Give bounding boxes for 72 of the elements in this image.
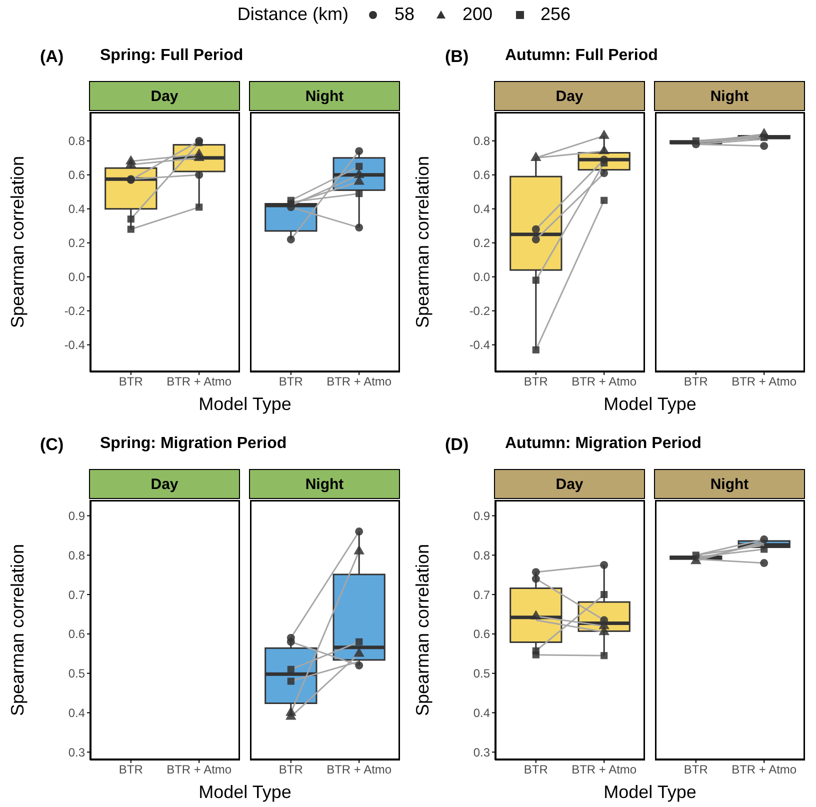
legend-label: 200 [462, 4, 493, 25]
y-axis-title: Spearman correlation [412, 156, 434, 328]
chart-subtitle: Night [249, 469, 400, 499]
chart-subtitle: Day [494, 81, 645, 111]
y-tick-label: 0.2 [68, 236, 86, 250]
y-tick-label: 0.8 [473, 134, 490, 148]
x-tick-label: BTR [118, 762, 144, 777]
chart-subtitle: Night [249, 81, 400, 111]
x-tick-label: BTR + Atmo [732, 374, 797, 389]
x-axis-title: Model Type [602, 394, 698, 415]
y-tick-label: 0.9 [473, 509, 490, 524]
x-tick-label: BTR [118, 374, 144, 389]
chart-title: Spring: Full Period [100, 47, 244, 65]
legend-label: 256 [540, 4, 571, 25]
chart-title: Autumn: Migration Period [505, 435, 702, 453]
y-tick-label: 0.4 [68, 202, 86, 216]
y-tick-label: 0.4 [68, 706, 86, 720]
chart-subtitle: Night [654, 81, 805, 111]
y-axis-title: Spearman correlation [8, 156, 28, 328]
text: (D) [445, 435, 469, 455]
y-tick-label: 0.8 [473, 548, 490, 562]
y-axis-title: Spearman correlation [8, 544, 28, 716]
x-tick-label: BTR [278, 762, 304, 777]
chart-subtitle: Night [654, 469, 805, 499]
x-tick-label: BTR [684, 374, 708, 389]
y-tick-label: 0.3 [68, 745, 86, 760]
x-tick-label: BTR [684, 762, 708, 777]
x-tick-label: BTR [278, 374, 304, 389]
y-tick-label: -0.4 [64, 338, 86, 352]
y-tick-label: -0.2 [64, 304, 86, 318]
chart-subtitle: Day [494, 469, 645, 499]
y-tick-label: 0.8 [68, 548, 86, 562]
x-tick-label: BTR + Atmo [166, 762, 232, 777]
x-tick-label: BTR + Atmo [572, 762, 637, 777]
y-tick-label: 0.4 [473, 202, 490, 216]
chart-subtitle: Day [89, 81, 240, 111]
x-tick-label: BTR + Atmo [732, 762, 797, 777]
y-tick-label: 0.0 [473, 270, 490, 284]
x-axis-title: Model Type [198, 394, 292, 415]
y-tick-label: 0.4 [473, 706, 490, 720]
y-tick-label: 0.9 [68, 509, 86, 524]
x-tick-label: BTR [524, 762, 548, 777]
x-axis-title: Model Type [198, 782, 292, 803]
y-tick-label: 0.3 [473, 745, 490, 760]
text: (C) [40, 435, 64, 455]
x-tick-label: BTR + Atmo [326, 762, 392, 777]
y-tick-label: 0.6 [473, 168, 490, 182]
y-tick-label: 0.7 [68, 588, 86, 602]
chart-title: Autumn: Full Period [505, 47, 658, 65]
y-tick-label: 0.2 [473, 236, 490, 250]
y-tick-label: 0.8 [68, 134, 86, 148]
y-tick-label: 0.7 [473, 588, 490, 602]
legend-label: 58 [394, 4, 414, 25]
y-tick-label: 0.6 [68, 627, 86, 642]
y-tick-label: 0.6 [473, 627, 490, 642]
y-axis-title: Spearman correlation [412, 544, 434, 716]
y-tick-label: -0.4 [469, 338, 490, 352]
legend-title: Distance (km) [237, 4, 348, 25]
x-tick-label: BTR [524, 374, 548, 389]
x-axis-title: Model Type [602, 782, 698, 803]
y-tick-label: 0.5 [68, 666, 86, 681]
y-tick-label: 0.5 [473, 666, 490, 681]
y-tick-label: -0.2 [469, 304, 490, 318]
text: (B) [445, 47, 469, 67]
chart-subtitle: Day [89, 469, 240, 499]
y-tick-label: 0.6 [68, 168, 86, 182]
text: (A) [40, 47, 64, 67]
x-tick-label: BTR + Atmo [572, 374, 637, 389]
x-tick-label: BTR + Atmo [326, 374, 392, 389]
x-tick-label: BTR + Atmo [166, 374, 232, 389]
y-tick-label: 0.0 [68, 270, 86, 284]
chart-title: Spring: Migration Period [100, 435, 287, 453]
